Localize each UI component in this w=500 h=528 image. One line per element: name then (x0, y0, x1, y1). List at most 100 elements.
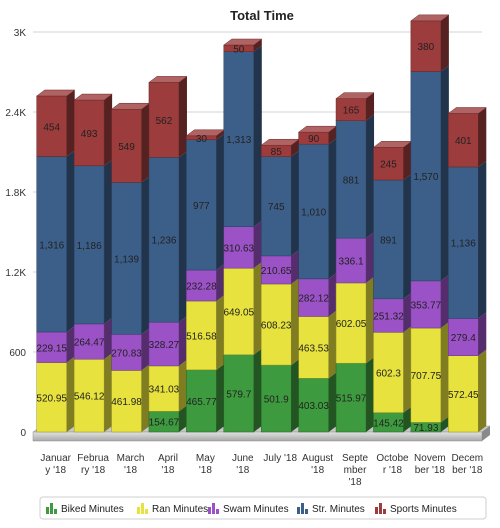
bar-segment (111, 182, 142, 335)
x-tick-label: Decem ber '18 (451, 453, 483, 476)
bar-segment (73, 99, 105, 167)
bar-segment (111, 108, 142, 183)
bar-segment-side (366, 276, 375, 364)
chart-title: Total Time (230, 8, 294, 23)
bar-segment-side (141, 328, 150, 371)
data-label: 501.9 (264, 395, 289, 406)
data-label: 336.1 (339, 257, 364, 268)
data-label: 165 (343, 106, 360, 117)
bar-segment-side (216, 363, 225, 432)
x-tick-label: Octobe r '18 (376, 453, 409, 476)
data-label: 515.97 (336, 394, 367, 405)
bar-segment (410, 71, 442, 282)
data-label: 520.95 (36, 393, 67, 404)
bar-segment (335, 282, 367, 364)
legend-item[interactable]: Sports Minutes (375, 503, 457, 515)
bar-segment-side (478, 349, 487, 432)
bar-top (447, 107, 488, 114)
data-label: 602.05 (336, 319, 367, 330)
legend-item[interactable]: Swam Minutes (208, 503, 289, 515)
data-label: 50 (233, 44, 245, 55)
data-label: 264.47 (74, 338, 105, 349)
legend-item[interactable]: Str. Minutes (297, 503, 365, 515)
legend-item[interactable]: Ran Minutes (137, 503, 208, 515)
bar-segment-side (66, 356, 75, 432)
legend-bar-icon (375, 503, 386, 514)
bar-segment (260, 255, 292, 285)
data-label: 516.58 (186, 331, 217, 342)
x-tick-label: Januar y '18 (40, 453, 71, 476)
data-label: 745 (268, 202, 285, 213)
bar-segment-side (141, 364, 150, 432)
data-label: 279.4 (451, 333, 476, 344)
bar-segment-side (291, 249, 300, 284)
bar-segment (148, 365, 180, 412)
legend-bar-icon (208, 503, 219, 514)
legend-box (39, 496, 487, 520)
legend-item[interactable]: Biked Minutes (46, 503, 124, 515)
bar-segment-side (478, 160, 487, 319)
data-label: 71.93 (413, 423, 438, 434)
x-tick-label: March '18 (117, 453, 145, 476)
data-label: 546.12 (74, 392, 105, 403)
bar-segment-side (66, 325, 75, 363)
bar-segment (223, 354, 255, 433)
bar-segment-side (104, 317, 113, 360)
data-label: 210.65 (261, 266, 292, 277)
bar-segment (298, 316, 329, 379)
legend-bar-icon (46, 503, 57, 514)
data-label: 881 (343, 175, 360, 186)
legend-label: Sports Minutes (390, 504, 457, 515)
bar-top (223, 38, 263, 46)
x-tick-label: May '18 (196, 453, 215, 476)
x-tick-label: April '18 (158, 453, 178, 476)
data-label: 454 (43, 122, 60, 133)
data-label: 353.77 (411, 300, 442, 311)
bar-segment (186, 139, 217, 271)
bar-top (73, 93, 113, 101)
data-label: 463.53 (298, 343, 329, 354)
bar-segment-side (328, 272, 337, 317)
bar-segment-side (178, 359, 187, 412)
bar-segment-side (66, 89, 75, 157)
bar-segment-side (141, 103, 150, 183)
bar-segment-side (366, 114, 375, 239)
data-label: 90 (308, 134, 320, 145)
bar-segment-side (440, 14, 449, 72)
floor-side (482, 426, 490, 441)
data-label: 270.83 (111, 348, 142, 359)
data-label: 1,139 (114, 254, 139, 265)
bar-segment (410, 280, 442, 329)
bar-segment-side (178, 76, 187, 158)
bar-segment-side (440, 274, 449, 329)
x-tick-label: Februa ry '18 (77, 453, 109, 476)
data-label: 251.32 (373, 312, 404, 323)
bar-segment-side (216, 133, 225, 271)
bar-segment-side (104, 159, 113, 324)
bar-segment (373, 332, 404, 413)
bar-segment (148, 157, 180, 323)
data-label: 461.98 (111, 397, 142, 408)
y-axis: 0 600 1.2K 1.8K 2.4K 3K (5, 28, 26, 439)
data-label: 1,010 (301, 208, 326, 219)
x-tick-label: August '18 (302, 453, 333, 476)
bar-segment (73, 323, 105, 360)
bar-segment (410, 20, 442, 72)
data-label: 977 (193, 201, 210, 212)
y-tick-label: 1.2K (5, 268, 26, 279)
bar-segment-side (403, 406, 412, 432)
bar-top (410, 14, 450, 22)
data-label: 891 (380, 235, 397, 246)
data-label: 401 (455, 136, 472, 147)
bar-segment (36, 156, 67, 333)
bar-segment (373, 147, 404, 181)
data-label: 572.45 (448, 390, 479, 401)
bar-segment-side (253, 348, 262, 432)
bar-segment-side (291, 277, 300, 366)
bar-segment (73, 358, 105, 433)
data-label: 341.03 (149, 385, 180, 396)
bar-segment-side (216, 264, 225, 302)
bar-segment (260, 156, 292, 257)
